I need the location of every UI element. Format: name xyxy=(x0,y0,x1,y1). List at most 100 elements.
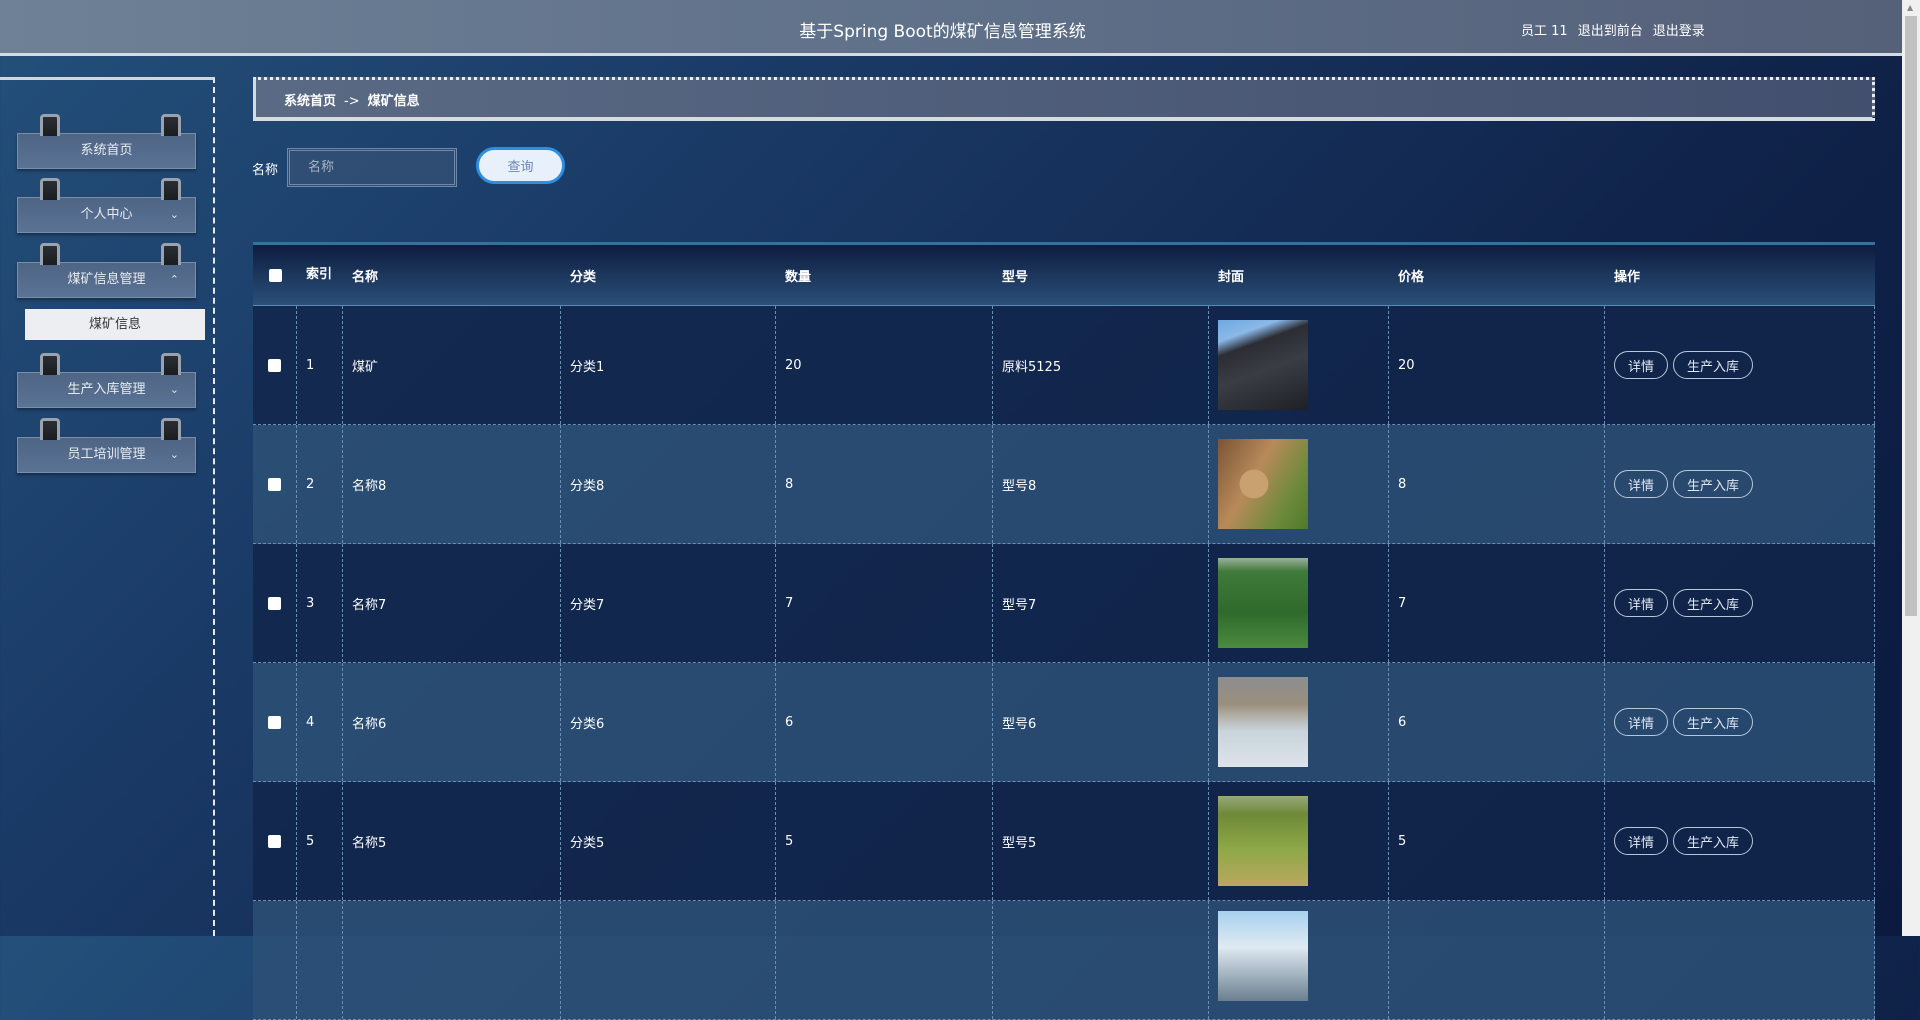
row-checkbox[interactable] xyxy=(268,834,281,848)
sidebar-item-label: 系统首页 xyxy=(80,143,133,158)
cell-category: 分类5 xyxy=(561,782,776,900)
sidebar-item-label: 员工培训管理 xyxy=(67,447,146,462)
sidebar xyxy=(0,77,215,936)
page-scrollbar[interactable]: ▲ xyxy=(1902,0,1920,936)
cell-category: 分类7 xyxy=(561,544,776,662)
header-model: 型号 xyxy=(1002,269,1029,285)
detail-button[interactable]: 详情 xyxy=(1614,470,1669,498)
cell-price: 8 xyxy=(1389,425,1605,543)
cell-price: 6 xyxy=(1389,663,1605,781)
header-price: 价格 xyxy=(1398,269,1425,285)
query-button[interactable]: 查询 xyxy=(476,147,565,184)
detail-button[interactable]: 详情 xyxy=(1614,351,1669,379)
cover-image xyxy=(1218,320,1308,410)
coal-info-table: 索引 名称 分类 数量 型号 封面 价格 操作 1 煤矿 分类1 20 原料51… xyxy=(253,242,1875,1020)
scroll-up-icon[interactable]: ▲ xyxy=(1907,3,1914,12)
row-checkbox[interactable] xyxy=(268,596,281,610)
cover-image xyxy=(1218,911,1308,1001)
sidebar-item-home[interactable]: 系统首页 xyxy=(17,114,196,169)
cell-model: 型号8 xyxy=(993,425,1209,543)
clip-icon xyxy=(161,114,181,136)
search-label: 名称 xyxy=(252,163,279,178)
chevron-down-icon: ⌄ xyxy=(169,448,179,461)
top-header: 基于Spring Boot的煤矿信息管理系统 员工 11 退出到前台 退出登录 xyxy=(0,0,1902,56)
cell-category: 分类8 xyxy=(561,425,776,543)
cell-quantity: 6 xyxy=(776,663,993,781)
table-row: 2 名称8 分类8 8 型号8 8 详情 生产入库 xyxy=(253,425,1875,544)
logout-link[interactable]: 退出登录 xyxy=(1652,24,1705,39)
cell-name: 名称8 xyxy=(343,425,561,543)
row-checkbox[interactable] xyxy=(268,715,281,729)
cover-image xyxy=(1218,558,1308,648)
table-row xyxy=(253,901,1875,1020)
current-user: 员工 11 xyxy=(1521,24,1568,39)
app-title: 基于Spring Boot的煤矿信息管理系统 xyxy=(799,22,1086,42)
cell-quantity: 5 xyxy=(776,782,993,900)
production-stock-button[interactable]: 生产入库 xyxy=(1673,708,1754,736)
sidebar-item-label: 生产入库管理 xyxy=(67,382,146,397)
clip-icon xyxy=(40,353,60,375)
sidebar-item-production-stock[interactable]: 生产入库管理 ⌄ xyxy=(17,353,196,408)
clip-icon xyxy=(161,243,181,265)
cell-category: 分类1 xyxy=(561,306,776,424)
table-row: 1 煤矿 分类1 20 原料5125 20 详情 生产入库 xyxy=(253,306,1875,425)
cell-quantity: 7 xyxy=(776,544,993,662)
cell-model: 型号6 xyxy=(993,663,1209,781)
cell-index: 3 xyxy=(297,544,343,662)
cell-price: 20 xyxy=(1389,306,1605,424)
breadcrumb: 系统首页 -> 煤矿信息 xyxy=(253,77,1875,121)
clip-icon xyxy=(40,178,60,200)
table-row: 5 名称5 分类5 5 型号5 5 详情 生产入库 xyxy=(253,782,1875,901)
cell-model: 型号5 xyxy=(993,782,1209,900)
chevron-up-icon: ⌃ xyxy=(169,273,179,286)
header-actions: 操作 xyxy=(1614,269,1641,285)
clip-icon xyxy=(40,114,60,136)
table-row: 3 名称7 分类7 7 型号7 7 详情 生产入库 xyxy=(253,544,1875,663)
cell-index: 1 xyxy=(297,306,343,424)
row-checkbox[interactable] xyxy=(268,477,281,491)
scrollbar-thumb[interactable] xyxy=(1905,16,1917,616)
sidebar-subitem-coal-info[interactable]: 煤矿信息 xyxy=(25,309,205,340)
cell-name: 煤矿 xyxy=(343,306,561,424)
header-category: 分类 xyxy=(570,269,597,285)
cell-price: 5 xyxy=(1389,782,1605,900)
chevron-down-icon: ⌄ xyxy=(169,383,179,396)
production-stock-button[interactable]: 生产入库 xyxy=(1673,589,1754,617)
sidebar-item-coal-info-management[interactable]: 煤矿信息管理 ⌃ xyxy=(17,243,196,298)
table-row: 4 名称6 分类6 6 型号6 6 详情 生产入库 xyxy=(253,663,1875,782)
header-quantity: 数量 xyxy=(785,269,812,285)
chevron-down-icon: ⌄ xyxy=(169,208,179,221)
clip-icon xyxy=(161,178,181,200)
breadcrumb-current: 煤矿信息 xyxy=(367,94,420,109)
cell-index: 4 xyxy=(297,663,343,781)
production-stock-button[interactable]: 生产入库 xyxy=(1673,827,1754,855)
select-all-checkbox[interactable] xyxy=(268,268,282,282)
cell-name: 名称7 xyxy=(343,544,561,662)
exit-to-front-link[interactable]: 退出到前台 xyxy=(1577,24,1643,39)
name-search-input[interactable] xyxy=(287,148,457,187)
production-stock-button[interactable]: 生产入库 xyxy=(1673,470,1754,498)
production-stock-button[interactable]: 生产入库 xyxy=(1673,351,1754,379)
breadcrumb-separator: -> xyxy=(344,94,360,109)
detail-button[interactable]: 详情 xyxy=(1614,708,1669,736)
cell-index: 2 xyxy=(297,425,343,543)
cover-image xyxy=(1218,796,1308,886)
breadcrumb-home[interactable]: 系统首页 xyxy=(284,94,337,109)
row-checkbox[interactable] xyxy=(268,358,281,372)
cell-name: 名称6 xyxy=(343,663,561,781)
table-header: 索引 名称 分类 数量 型号 封面 价格 操作 xyxy=(253,242,1875,306)
clip-icon xyxy=(40,418,60,440)
sidebar-item-personal-center[interactable]: 个人中心 ⌄ xyxy=(17,178,196,233)
clip-icon xyxy=(161,353,181,375)
cell-model: 原料5125 xyxy=(993,306,1209,424)
cell-price: 7 xyxy=(1389,544,1605,662)
clip-icon xyxy=(40,243,60,265)
sidebar-item-staff-training[interactable]: 员工培训管理 ⌄ xyxy=(17,418,196,473)
header-name: 名称 xyxy=(352,269,379,285)
user-bar: 员工 11 退出到前台 退出登录 xyxy=(1521,20,1705,39)
cell-category: 分类6 xyxy=(561,663,776,781)
detail-button[interactable]: 详情 xyxy=(1614,589,1669,617)
cover-image xyxy=(1218,677,1308,767)
detail-button[interactable]: 详情 xyxy=(1614,827,1669,855)
cell-model: 型号7 xyxy=(993,544,1209,662)
